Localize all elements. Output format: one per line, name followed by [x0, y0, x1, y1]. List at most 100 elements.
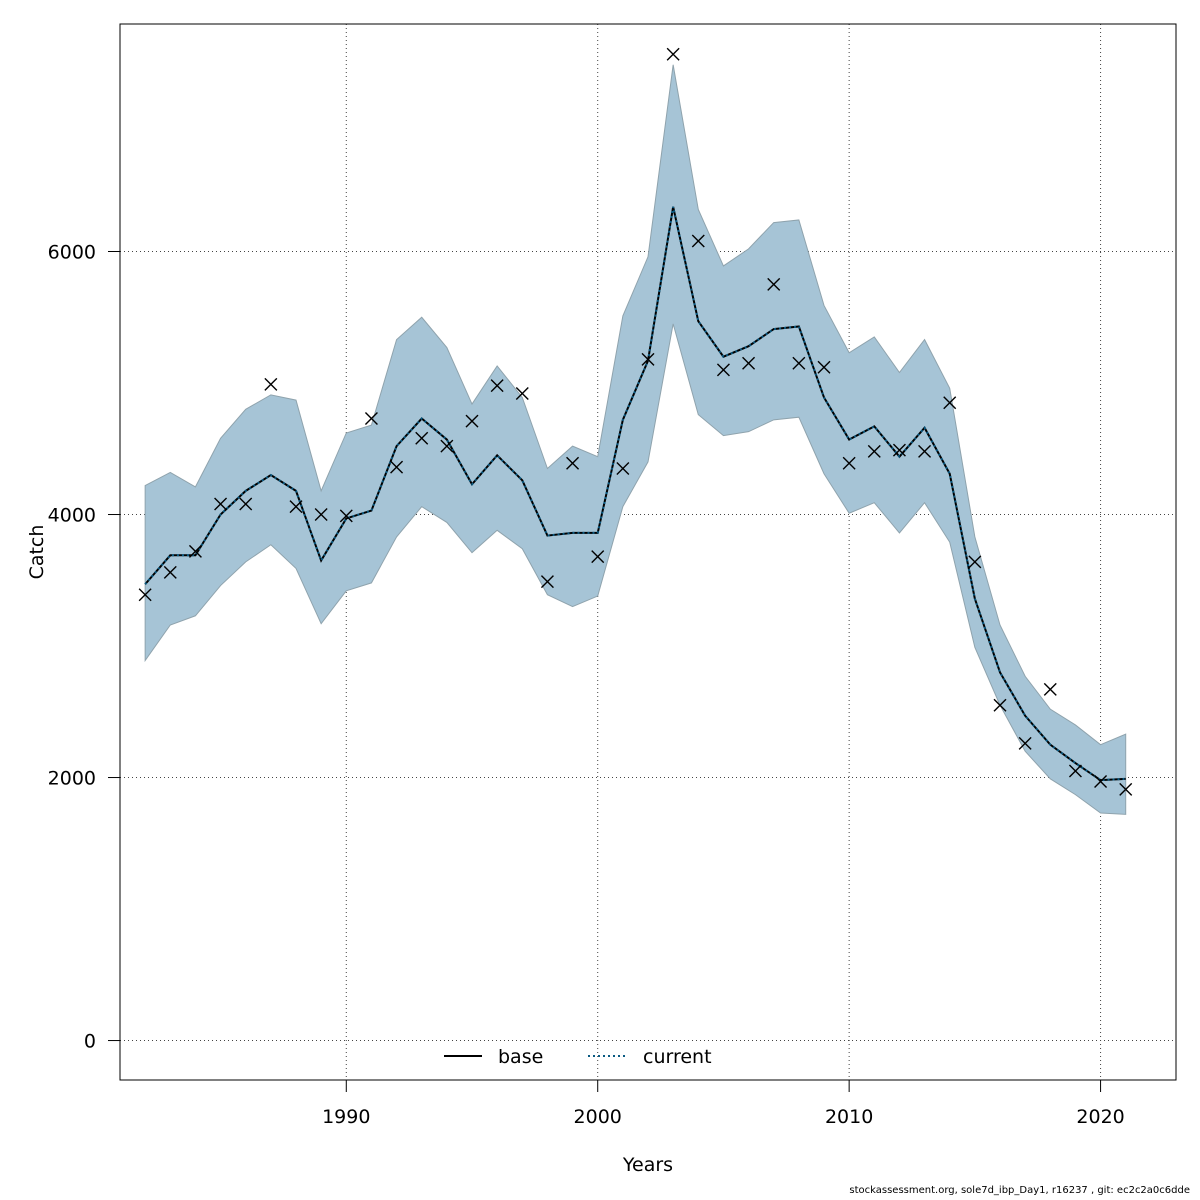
- observation-stroke: [591, 550, 605, 564]
- observation-point: [1018, 736, 1032, 750]
- observation-point: [968, 555, 982, 569]
- observation-stroke: [817, 360, 831, 374]
- observation-stroke: [465, 414, 479, 428]
- observation-stroke: [566, 456, 580, 470]
- observation-point: [1043, 682, 1057, 696]
- legend: base current: [444, 1046, 712, 1068]
- observation-stroke: [742, 356, 756, 370]
- observation-stroke: [339, 509, 353, 523]
- x-axis-title: Years: [622, 1154, 673, 1176]
- observation-stroke: [239, 497, 253, 511]
- observation-stroke: [616, 461, 630, 475]
- observation-stroke: [314, 508, 328, 522]
- observation-point: [163, 565, 177, 579]
- observation-point: [817, 360, 831, 374]
- observation-stroke: [691, 234, 705, 248]
- observation-point: [716, 363, 730, 377]
- observation-stroke: [138, 588, 152, 602]
- observation-point: [767, 277, 781, 291]
- observation-point: [566, 456, 580, 470]
- observation-point: [339, 509, 353, 523]
- observation-stroke: [792, 356, 806, 370]
- observation-stroke: [364, 412, 378, 426]
- observation-stroke: [1094, 774, 1108, 788]
- observation-stroke: [163, 565, 177, 579]
- observation-stroke: [666, 47, 680, 61]
- observation-point: [440, 439, 454, 453]
- observation-point: [188, 544, 202, 558]
- y-tick-label: 2000: [48, 768, 96, 790]
- observation-point: [943, 396, 957, 410]
- observation-stroke: [214, 497, 228, 511]
- observation-point: [867, 444, 881, 458]
- observation-stroke: [1068, 764, 1082, 778]
- observation-stroke: [943, 396, 957, 410]
- y-tick-label: 0: [84, 1031, 96, 1053]
- observation-stroke: [490, 379, 504, 393]
- observation-point: [390, 460, 404, 474]
- observation-point: [1094, 774, 1108, 788]
- observation-point: [465, 414, 479, 428]
- observation-stroke: [867, 444, 881, 458]
- observation-stroke: [716, 363, 730, 377]
- x-tick-label: 2000: [574, 1106, 622, 1128]
- observation-point: [289, 500, 303, 514]
- observation-point: [138, 588, 152, 602]
- observation-point: [666, 47, 680, 61]
- observation-point: [641, 352, 655, 366]
- observation-point: [842, 456, 856, 470]
- observation-stroke: [415, 431, 429, 445]
- observation-stroke: [440, 439, 454, 453]
- observation-point: [691, 234, 705, 248]
- observation-stroke: [390, 460, 404, 474]
- observation-point: [742, 356, 756, 370]
- confidence-band-area: [144, 64, 1127, 815]
- x-tick-label: 2020: [1076, 1106, 1124, 1128]
- footer-credit: stockassessment.org, sole7d_ibp_Day1, r1…: [849, 1185, 1190, 1196]
- observation-markers: [138, 47, 1133, 796]
- observation-stroke: [1018, 736, 1032, 750]
- observation-stroke: [842, 456, 856, 470]
- observation-point: [1068, 764, 1082, 778]
- observation-stroke: [918, 444, 932, 458]
- x-tick-label: 1990: [322, 1106, 370, 1128]
- x-tick-label: 2010: [825, 1106, 873, 1128]
- x-axis: 1990 2000 2010 2020: [322, 1080, 1125, 1128]
- observation-point: [264, 377, 278, 391]
- observation-stroke: [767, 277, 781, 291]
- observation-stroke: [968, 555, 982, 569]
- observation-point: [918, 444, 932, 458]
- observation-stroke: [1043, 682, 1057, 696]
- observation-point: [892, 443, 906, 457]
- observation-point: [490, 379, 504, 393]
- observation-point: [314, 508, 328, 522]
- observation-point: [591, 550, 605, 564]
- observation-point: [239, 497, 253, 511]
- observation-stroke: [188, 544, 202, 558]
- observation-point: [415, 431, 429, 445]
- observation-stroke: [1119, 782, 1133, 796]
- y-axis-title: Catch: [26, 525, 48, 580]
- observation-point: [792, 356, 806, 370]
- observation-stroke: [515, 387, 529, 401]
- legend-base-label: base: [498, 1046, 543, 1068]
- y-tick-label: 6000: [48, 242, 96, 264]
- observation-stroke: [641, 352, 655, 366]
- observation-point: [540, 575, 554, 589]
- observation-point: [364, 412, 378, 426]
- plot-frame: [119, 23, 1177, 1081]
- observation-point: [616, 461, 630, 475]
- series-lines: [144, 206, 1126, 782]
- y-tick-label: 4000: [48, 505, 96, 527]
- observation-stroke: [892, 443, 906, 457]
- observation-point: [515, 387, 529, 401]
- confidence-band: [144, 64, 1127, 815]
- observation-stroke: [540, 575, 554, 589]
- legend-current-label: current: [643, 1046, 712, 1068]
- observation-point: [214, 497, 228, 511]
- observation-point: [993, 698, 1007, 712]
- y-axis: 0 2000 4000 6000: [48, 242, 120, 1053]
- observation-stroke: [264, 377, 278, 391]
- series-line-current: [144, 206, 1126, 782]
